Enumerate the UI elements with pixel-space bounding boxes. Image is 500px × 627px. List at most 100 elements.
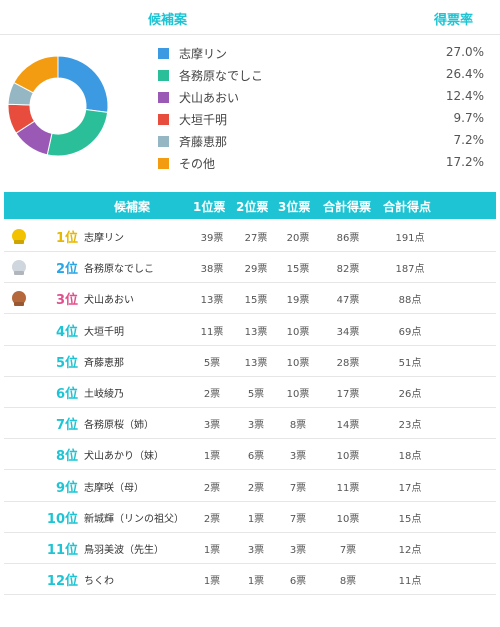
total-votes: 17票 (336, 389, 360, 400)
third-place-votes: 6票 (289, 576, 307, 588)
table-row: 2位 各務原なでしこ 38票 29票 15票 82票 187点 (4, 252, 496, 284)
first-place-votes: 3票 (203, 420, 221, 432)
table-row: 4位 大垣千明 11票 13票 10票 34票 69点 (4, 315, 496, 346)
candidate-name: 犬山あかり（妹） (84, 451, 164, 463)
rank-label: 12位 (46, 574, 78, 590)
col-second-header: 2位票 (236, 200, 269, 214)
legend-swatch (158, 92, 169, 103)
legend-item: その他 17.2% (0, 152, 500, 174)
legend-label: その他 (179, 157, 216, 171)
rank-label: 5位 (55, 355, 78, 371)
legend-swatch (158, 136, 169, 147)
third-place-votes: 19票 (286, 295, 310, 307)
total-points: 18点 (398, 451, 422, 463)
col-third-header: 3位票 (278, 200, 311, 214)
second-place-votes: 2票 (247, 482, 265, 494)
col-total-votes-header: 合計得票 (323, 200, 372, 214)
legend-swatch (158, 48, 169, 59)
total-votes: 47票 (336, 295, 360, 307)
candidate-name: 犬山あおい (84, 295, 134, 307)
first-place-votes: 38票 (200, 264, 224, 276)
candidate-name: 志摩咲（母） (84, 482, 144, 494)
candidate-name: 各務原なでしこ (84, 264, 154, 276)
legend-label: 各務原なでしこ (179, 69, 264, 83)
first-place-votes: 13票 (200, 295, 224, 307)
total-votes: 10票 (336, 513, 360, 525)
table-row: 12位 ちくわ 1票 1票 6票 8票 11点 (4, 564, 496, 596)
rank-label: 1位 (55, 231, 78, 246)
total-votes: 28票 (336, 357, 360, 369)
col-first-header: 1位票 (193, 200, 226, 214)
legend-percent: 9.7% (453, 111, 485, 125)
table-row: 9位 志摩咲（母） 2票 2票 7票 11票 17点 (4, 471, 496, 502)
table-row: 10位 新城輝（リンの祖父） 2票 1票 7票 10票 15点 (4, 502, 496, 533)
candidate-name: 各務原桜（姉） (84, 420, 154, 432)
total-votes: 10票 (336, 451, 360, 463)
first-place-votes: 2票 (203, 513, 221, 525)
third-place-votes: 10票 (286, 357, 310, 369)
pie-slice-6 (13, 55, 59, 94)
total-points: 11点 (398, 576, 422, 588)
legend-percent: 17.2% (445, 155, 484, 169)
legend-item: 犬山あおい 12.4% (0, 86, 500, 108)
second-place-votes: 6票 (247, 451, 265, 463)
third-place-votes: 7票 (289, 482, 307, 494)
silver-medal-icon (12, 260, 26, 275)
rank-label: 7位 (55, 418, 78, 434)
third-place-votes: 3票 (289, 545, 307, 556)
total-points: 191点 (395, 233, 425, 244)
third-place-votes: 7票 (289, 513, 307, 525)
total-votes: 11票 (336, 482, 360, 494)
legend-item: 斉藤恵那 7.2% (0, 130, 500, 152)
pie-header: 候補案 得票率 (0, 0, 500, 35)
total-points: 187点 (395, 264, 425, 276)
total-points: 12点 (398, 545, 422, 556)
rank-label: 3位 (55, 293, 78, 309)
candidate-name: ちくわ (84, 576, 114, 588)
first-place-votes: 5票 (203, 357, 221, 369)
pie-header-rate-label: 得票率 (434, 13, 474, 28)
first-place-votes: 2票 (203, 389, 221, 400)
first-place-votes: 1票 (203, 576, 221, 588)
legend-swatch (158, 114, 169, 125)
col-candidate-header: 候補案 (114, 200, 151, 214)
legend-item: 大垣千明 9.7% (0, 108, 500, 130)
donut-chart (6, 54, 110, 158)
second-place-votes: 27票 (244, 233, 268, 244)
third-place-votes: 8票 (289, 420, 307, 432)
total-votes: 86票 (336, 233, 360, 244)
total-points: 17点 (398, 482, 422, 494)
table-row: 6位 土岐綾乃 2票 5票 10票 17票 26点 (4, 377, 496, 408)
first-place-votes: 1票 (203, 451, 221, 463)
candidate-name: 新城輝（リンの祖父） (84, 513, 184, 525)
legend-percent: 12.4% (445, 89, 484, 103)
rank-label: 2位 (55, 262, 78, 278)
gold-medal-icon (12, 229, 26, 243)
total-points: 15点 (398, 513, 422, 525)
bronze-medal-icon (12, 291, 26, 306)
candidate-name: 土岐綾乃 (84, 389, 124, 400)
total-votes: 8票 (339, 576, 357, 588)
legend-item: 志摩リン 27.0% (0, 42, 500, 64)
third-place-votes: 3票 (289, 451, 307, 463)
second-place-votes: 13票 (244, 357, 268, 369)
legend-percent: 7.2% (453, 133, 485, 147)
table-row: 3位 犬山あおい 13票 15票 19票 47票 88点 (4, 283, 496, 315)
first-place-votes: 11票 (200, 326, 224, 338)
rank-label: 10位 (46, 511, 78, 527)
second-place-votes: 29票 (244, 264, 268, 276)
total-points: 23点 (398, 420, 422, 432)
pie-header-candidate-label: 候補案 (148, 13, 188, 28)
candidate-name: 大垣千明 (84, 326, 124, 338)
candidate-name: 志摩リン (84, 233, 124, 244)
rank-label: 6位 (55, 387, 78, 402)
third-place-votes: 10票 (286, 389, 310, 400)
total-points: 69点 (398, 326, 422, 338)
total-votes: 34票 (336, 326, 360, 338)
table-row: 5位 斉藤恵那 5票 13票 10票 28票 51点 (4, 346, 496, 377)
legend-swatch (158, 70, 169, 81)
candidate-name: 斉藤恵那 (84, 357, 124, 369)
total-points: 88点 (398, 295, 422, 307)
legend-label: 志摩リン (179, 47, 228, 61)
third-place-votes: 20票 (286, 233, 310, 244)
